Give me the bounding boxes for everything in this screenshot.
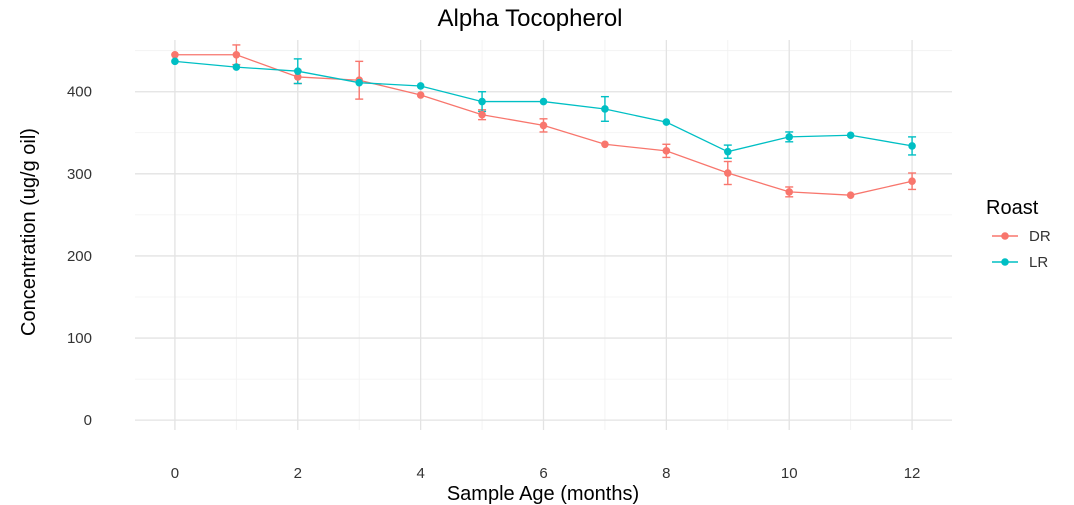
data-point-lr bbox=[723, 147, 732, 156]
legend-key-point-dr bbox=[1001, 232, 1009, 240]
x-tick-label: 2 bbox=[294, 465, 302, 482]
x-tick-label: 10 bbox=[781, 465, 798, 482]
data-point-lr bbox=[908, 142, 916, 150]
data-point-lr bbox=[478, 97, 486, 106]
legend: Roast DR LR bbox=[986, 197, 1051, 271]
x-tick-label: 6 bbox=[539, 465, 547, 482]
data-point-lr bbox=[355, 78, 364, 87]
data-point-dr bbox=[293, 73, 302, 81]
data-point-dr bbox=[846, 191, 855, 199]
legend-title: Roast bbox=[986, 197, 1039, 219]
y-tick-label: 300 bbox=[67, 166, 92, 183]
grid bbox=[135, 40, 952, 430]
legend-label-lr: LR bbox=[1029, 254, 1048, 271]
y-tick-labels: 0 100 200 300 400 bbox=[67, 84, 92, 429]
x-tick-label: 12 bbox=[904, 465, 921, 482]
data-point-dr bbox=[478, 110, 486, 119]
y-tick-label: 0 bbox=[84, 412, 92, 429]
y-axis-title: Concentration (ug/g oil) bbox=[18, 128, 40, 336]
data-point-dr bbox=[785, 188, 794, 196]
x-tick-label: 8 bbox=[662, 465, 670, 482]
chart-title: Alpha Tocopherol bbox=[437, 5, 622, 32]
data-point-lr bbox=[293, 67, 302, 75]
data-point-dr bbox=[232, 50, 241, 59]
y-tick-label: 400 bbox=[67, 84, 92, 101]
data-point-dr bbox=[601, 140, 609, 149]
legend-label-dr: DR bbox=[1029, 228, 1051, 245]
data-point-dr bbox=[416, 91, 425, 99]
legend-key-point-lr bbox=[1001, 258, 1009, 266]
data-point-lr bbox=[416, 82, 425, 90]
data-point-dr bbox=[539, 121, 548, 130]
data-point-lr bbox=[846, 131, 855, 140]
data-point-lr bbox=[662, 118, 671, 126]
data-point-lr bbox=[171, 57, 179, 66]
x-tick-label: 0 bbox=[171, 465, 179, 482]
data-points bbox=[171, 50, 916, 199]
y-tick-label: 200 bbox=[67, 248, 92, 265]
data-point-lr bbox=[232, 63, 241, 71]
data-point-dr bbox=[171, 50, 179, 59]
x-tick-labels: 0 2 4 6 8 10 12 bbox=[171, 465, 921, 482]
data-point-dr bbox=[908, 177, 916, 186]
data-point-dr bbox=[662, 147, 671, 155]
data-point-lr bbox=[601, 105, 609, 113]
x-axis-title: Sample Age (months) bbox=[447, 483, 639, 505]
data-point-lr bbox=[539, 97, 548, 106]
data-point-lr bbox=[785, 133, 794, 141]
data-point-dr bbox=[723, 169, 732, 177]
y-tick-label: 100 bbox=[67, 330, 92, 347]
x-tick-label: 4 bbox=[416, 465, 424, 482]
